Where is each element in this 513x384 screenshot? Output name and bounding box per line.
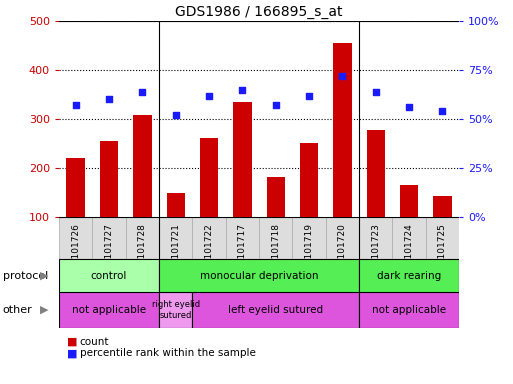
Text: GSM101722: GSM101722: [205, 223, 213, 278]
Bar: [59, 217, 92, 259]
Point: [338, 73, 346, 79]
Bar: [333, 43, 351, 217]
Point: [138, 89, 146, 95]
Bar: [426, 217, 459, 259]
Bar: [259, 217, 292, 259]
Point: [205, 93, 213, 99]
Point: [238, 87, 246, 93]
Point: [405, 104, 413, 110]
Bar: [233, 102, 251, 217]
Bar: [59, 292, 159, 328]
Bar: [326, 217, 359, 259]
Bar: [59, 259, 159, 292]
Bar: [192, 217, 226, 259]
Text: right eyelid
sutured: right eyelid sutured: [152, 300, 200, 320]
Text: GSM101724: GSM101724: [405, 223, 413, 278]
Point: [71, 102, 80, 108]
Bar: [392, 217, 426, 259]
Text: GSM101728: GSM101728: [138, 223, 147, 278]
Text: ■: ■: [67, 348, 77, 358]
Text: GSM101720: GSM101720: [338, 223, 347, 278]
Bar: [359, 217, 392, 259]
Text: GSM101717: GSM101717: [238, 223, 247, 278]
Text: GSM101727: GSM101727: [105, 223, 113, 278]
Point: [438, 108, 446, 114]
Bar: [267, 177, 285, 217]
Text: monocular deprivation: monocular deprivation: [200, 270, 318, 281]
Text: not applicable: not applicable: [72, 305, 146, 315]
Bar: [67, 158, 85, 217]
Bar: [92, 217, 126, 259]
Bar: [192, 292, 359, 328]
Text: ■: ■: [67, 337, 77, 347]
Bar: [359, 259, 459, 292]
Bar: [400, 185, 418, 217]
Text: GSM101726: GSM101726: [71, 223, 80, 278]
Bar: [359, 292, 459, 328]
Text: ▶: ▶: [40, 270, 49, 281]
Text: protocol: protocol: [3, 270, 48, 281]
Text: GSM101721: GSM101721: [171, 223, 180, 278]
Title: GDS1986 / 166895_s_at: GDS1986 / 166895_s_at: [175, 5, 343, 19]
Bar: [367, 130, 385, 217]
Bar: [159, 292, 192, 328]
Text: dark rearing: dark rearing: [377, 270, 441, 281]
Text: control: control: [91, 270, 127, 281]
Text: GSM101719: GSM101719: [305, 223, 313, 278]
Point: [171, 112, 180, 118]
Bar: [292, 217, 326, 259]
Bar: [167, 194, 185, 217]
Point: [105, 96, 113, 103]
Text: GSM101725: GSM101725: [438, 223, 447, 278]
Bar: [133, 115, 151, 217]
Text: left eyelid sutured: left eyelid sutured: [228, 305, 323, 315]
Bar: [300, 142, 318, 217]
Point: [371, 89, 380, 95]
Point: [305, 93, 313, 99]
Bar: [226, 217, 259, 259]
Text: GSM101723: GSM101723: [371, 223, 380, 278]
Bar: [159, 217, 192, 259]
Text: not applicable: not applicable: [372, 305, 446, 315]
Bar: [433, 196, 451, 217]
Point: [271, 102, 280, 108]
Bar: [159, 259, 359, 292]
Bar: [126, 217, 159, 259]
Bar: [100, 141, 118, 217]
Text: other: other: [3, 305, 32, 315]
Text: GSM101718: GSM101718: [271, 223, 280, 278]
Text: count: count: [80, 337, 109, 347]
Bar: [200, 137, 218, 217]
Text: ▶: ▶: [40, 305, 49, 315]
Text: percentile rank within the sample: percentile rank within the sample: [80, 348, 255, 358]
